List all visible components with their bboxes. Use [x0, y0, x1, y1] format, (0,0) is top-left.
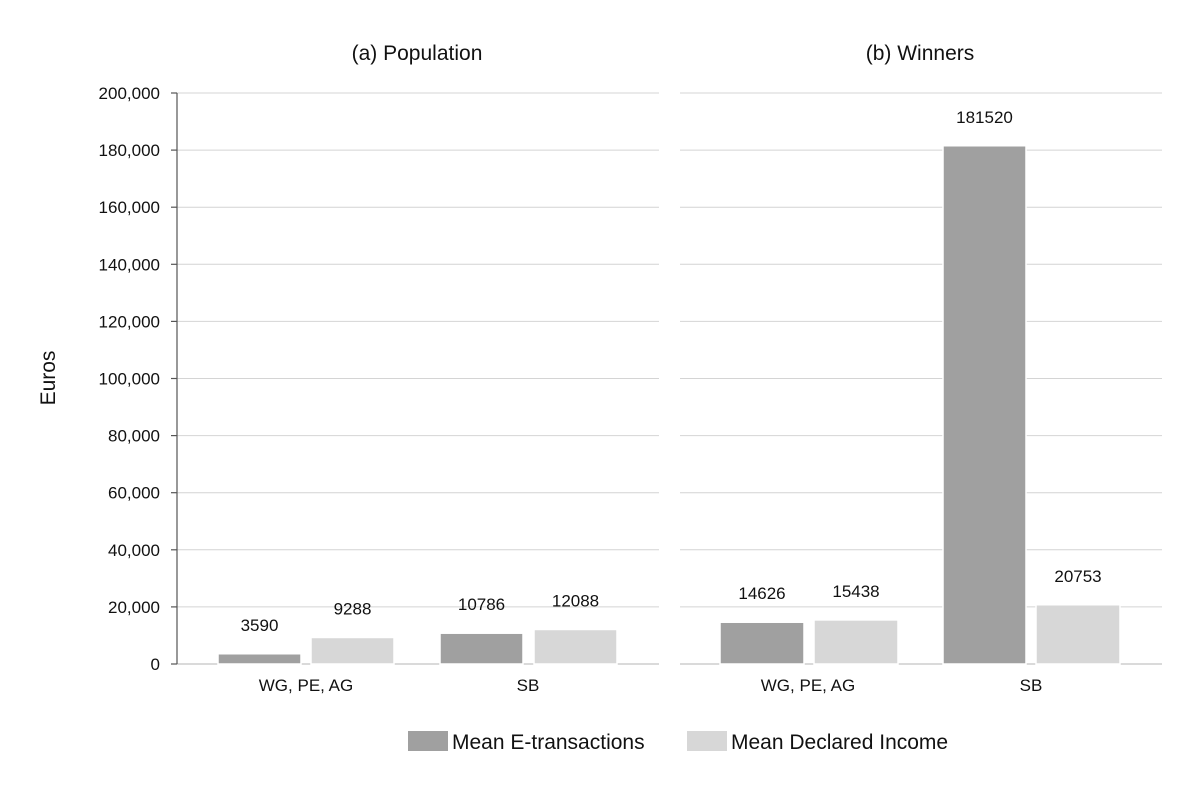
legend-label-e-transactions: Mean E-transactions — [452, 731, 645, 754]
bar-declared-income — [533, 628, 618, 665]
bar-value-label: 14626 — [738, 584, 785, 603]
legend-swatch-declared-income — [687, 731, 727, 751]
legend-swatch-e-transactions — [408, 731, 448, 751]
bar-declared-income — [1035, 604, 1121, 665]
bar-declared-income — [813, 619, 899, 665]
y-tick-label: 20,000 — [108, 598, 160, 617]
y-axis-title: Euros — [37, 351, 60, 406]
bar-value-label: 15438 — [832, 582, 879, 601]
legend-label-declared-income: Mean Declared Income — [731, 731, 948, 754]
bar-value-label: 3590 — [241, 616, 279, 635]
y-tick-label: 160,000 — [99, 198, 160, 217]
x-category-label: SB — [517, 676, 540, 695]
panel-population: (a) Population 3590 9288 10786 12088 WG, PE,… — [171, 42, 659, 695]
x-category-label: SB — [1020, 676, 1043, 695]
bar-value-label: 20753 — [1054, 567, 1101, 586]
bar-value-label: 9288 — [334, 599, 372, 618]
y-tick-label: 0 — [151, 655, 160, 674]
bar-value-label: 10786 — [458, 595, 505, 614]
bar-value-label: 181520 — [956, 108, 1013, 127]
x-category-label: WG, PE, AG — [761, 676, 855, 695]
bar-e-transactions — [719, 621, 805, 665]
y-tick-label: 60,000 — [108, 484, 160, 503]
panel-title-winners: (b) Winners — [866, 42, 975, 65]
bar-value-label: 12088 — [552, 591, 599, 610]
y-tick-label: 200,000 — [99, 84, 160, 103]
legend: Mean E-transactions Mean Declared Income — [408, 731, 948, 754]
bar-e-transactions — [439, 632, 524, 665]
y-tick-label: 140,000 — [99, 255, 160, 274]
panel-title-population: (a) Population — [352, 42, 483, 65]
bar-e-transactions — [942, 145, 1027, 665]
x-category-label: WG, PE, AG — [259, 676, 353, 695]
panel-winners: (b) Winners 14626 15438 181520 20753 WG, PE,… — [680, 42, 1162, 695]
y-tick-label: 80,000 — [108, 427, 160, 446]
bar-e-transactions — [217, 653, 302, 665]
y-tick-label: 180,000 — [99, 141, 160, 160]
bar-declared-income — [310, 636, 395, 665]
y-tick-label: 40,000 — [108, 541, 160, 560]
y-tick-label: 100,000 — [99, 370, 160, 389]
y-tick-labels: 0 20,000 40,000 60,000 80,000 100,000 120,000 1… — [99, 84, 160, 674]
y-tick-label: 120,000 — [99, 312, 160, 331]
